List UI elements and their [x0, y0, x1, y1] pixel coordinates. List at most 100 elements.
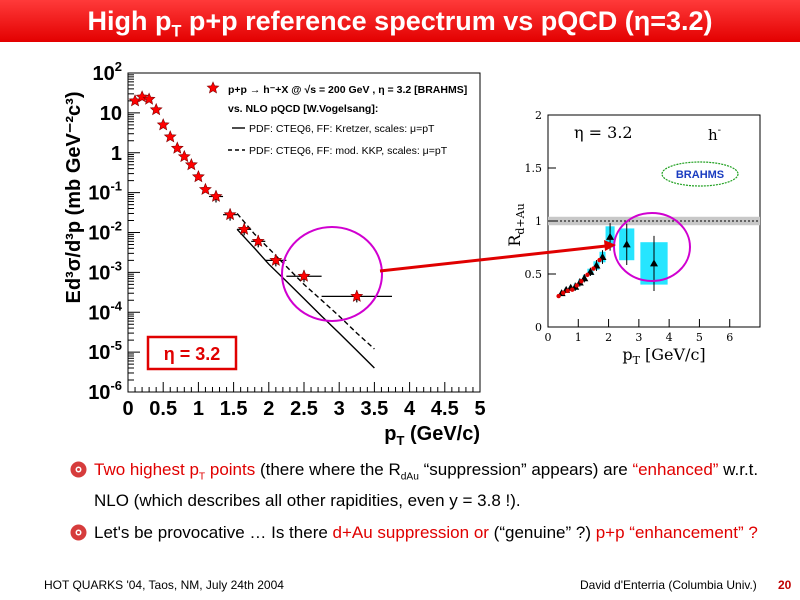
inset-red-point	[579, 279, 584, 284]
nlo-kretzer-curve	[236, 228, 375, 369]
inset-data-point	[650, 259, 658, 267]
title-bar: High pT p+p reference spectrum vs pQCD (…	[0, 0, 800, 42]
data-point	[209, 189, 223, 202]
data-point	[297, 269, 311, 282]
bullet-text-part: T	[198, 471, 206, 483]
brahms-logo: BRAHMS	[676, 169, 724, 181]
slide-title: High pT p+p reference spectrum vs pQCD (…	[87, 6, 713, 41]
y-tick-label: 10-4	[88, 298, 123, 324]
data-point	[156, 118, 170, 131]
y-axis-label: Ed³σ/d³p (mb GeV⁻²c³)	[63, 91, 85, 303]
data-point	[223, 207, 237, 221]
inset-red-point	[565, 288, 570, 293]
data-point	[170, 141, 184, 154]
x-tick-label: 3	[334, 398, 345, 420]
data-point	[198, 182, 212, 195]
eta-label: η = 3.2	[164, 344, 221, 364]
data-point	[142, 92, 156, 105]
eta-box	[146, 335, 238, 371]
bullet-text-part: w.r.t. NLO (which describes all other ra…	[94, 460, 759, 511]
inset-y-tick-label: 0.5	[525, 268, 543, 281]
x-tick-label: 3.5	[360, 398, 388, 420]
connector-arrow-line	[379, 244, 607, 273]
bullet-text-part: d+Au suppression or	[332, 523, 489, 543]
inset-y-tick-label: 0	[535, 321, 542, 334]
bullet-list: Two highest pT points (there where the R…	[70, 458, 790, 553]
footer-author: David d'Enterria (Columbia Univ.)	[580, 578, 757, 592]
inset-x-axis-label: pT [GeV/c]	[622, 345, 705, 367]
inset-x-tick-label: 1	[575, 331, 582, 344]
data-point	[184, 158, 198, 171]
x-axis-label: pT (GeV/c)	[384, 423, 480, 448]
bullet-text-part: Two highest p	[94, 460, 199, 479]
bullet-text: Two highest pT points (there where the R…	[94, 460, 758, 510]
x-tick-label: 0.5	[149, 398, 177, 420]
bullet-text-part: “enhanced”	[632, 460, 719, 479]
bullet-text-part: (“genuine” ?)	[488, 523, 596, 543]
inset-y-tick-label: 2	[535, 109, 542, 122]
data-point	[350, 289, 364, 302]
inset-y-axis-label: Rd+Au	[505, 203, 527, 246]
bullet-item-1: Two highest pT points (there where the R…	[70, 458, 790, 513]
legend-data: p+p → h⁻+X @ √s = 200 GeV , η = 3.2 [BRA…	[228, 84, 467, 96]
bullet-text-part: “suppression” appears) are	[418, 460, 633, 479]
data-point	[135, 90, 149, 103]
x-tick-label: 2	[263, 398, 274, 420]
bullet-text: Let's be provocative … Is there d+Au sup…	[94, 523, 758, 542]
y-tick-label: 102	[93, 59, 122, 85]
highlight-circle-inset	[613, 212, 691, 282]
x-tick-label: 2.5	[290, 398, 318, 420]
bullet-text-part: (there where the R	[255, 460, 401, 479]
inset-red-point	[574, 283, 579, 288]
bullet-text-part: p+p “enhancement” ?	[595, 523, 758, 543]
bullet-text-part: Let's be provocative … Is there	[94, 523, 333, 543]
highlight-circle-spectrum	[281, 226, 383, 322]
inset-y-tick-label: 1.5	[525, 162, 543, 175]
x-tick-label: 1.5	[220, 398, 248, 420]
inset-x-tick-label: 4	[666, 331, 673, 344]
data-point	[269, 253, 283, 266]
x-tick-label: 5	[474, 398, 485, 420]
inset-x-tick-label: 6	[726, 331, 733, 344]
connector-arrow-head	[604, 240, 616, 251]
data-point	[177, 149, 191, 163]
x-tick-label: 0	[122, 398, 133, 420]
y-tick-label: 10-3	[88, 258, 122, 284]
bullet-icon	[70, 524, 87, 541]
inset-data-point	[622, 240, 631, 248]
data-point	[149, 102, 163, 116]
bullet-text-part: points	[205, 460, 256, 479]
inset-x-tick-label: 2	[605, 331, 612, 344]
data-point	[163, 130, 177, 143]
inset-x-tick-label: 5	[696, 331, 703, 344]
legend-header: vs. NLO pQCD [W.Vogelsang]:	[228, 103, 378, 115]
y-tick-label: 10	[100, 103, 122, 125]
footer-conference: HOT QUARKS '04, Taos, NM, July 24th 2004	[44, 578, 284, 592]
bullet-text-part: dAu	[400, 471, 419, 483]
inset-eta-label: η = 3.2	[574, 123, 633, 142]
y-tick-label: 10-5	[88, 338, 122, 364]
y-tick-label: 10-2	[88, 219, 122, 245]
legend-dashed: PDF: CTEQ6, FF: mod. KKP, scales: μ=pT	[249, 145, 448, 157]
inset-x-tick-label: 0	[545, 331, 552, 344]
bullet-icon	[70, 461, 87, 478]
inset-red-point	[560, 290, 566, 296]
data-point	[191, 170, 205, 183]
x-tick-label: 1	[193, 398, 204, 420]
inset-red-point	[597, 257, 602, 263]
data-point	[251, 234, 265, 247]
inset-red-point	[570, 287, 575, 292]
inset-y-tick-label: 1	[535, 215, 542, 228]
legend-solid: PDF: CTEQ6, FF: Kretzer, scales: μ=pT	[249, 123, 435, 135]
data-point	[237, 222, 251, 235]
y-tick-label: 10-1	[88, 179, 122, 205]
inset-particle-label: h-	[708, 125, 721, 144]
inset-red-point	[556, 293, 561, 299]
inset-x-tick-label: 3	[635, 331, 642, 344]
inset-data-point	[606, 232, 615, 240]
brahms-logo-ring	[661, 161, 739, 187]
inset-red-point	[591, 266, 596, 271]
inset-red-point	[585, 272, 590, 278]
x-tick-label: 4.5	[431, 398, 459, 420]
